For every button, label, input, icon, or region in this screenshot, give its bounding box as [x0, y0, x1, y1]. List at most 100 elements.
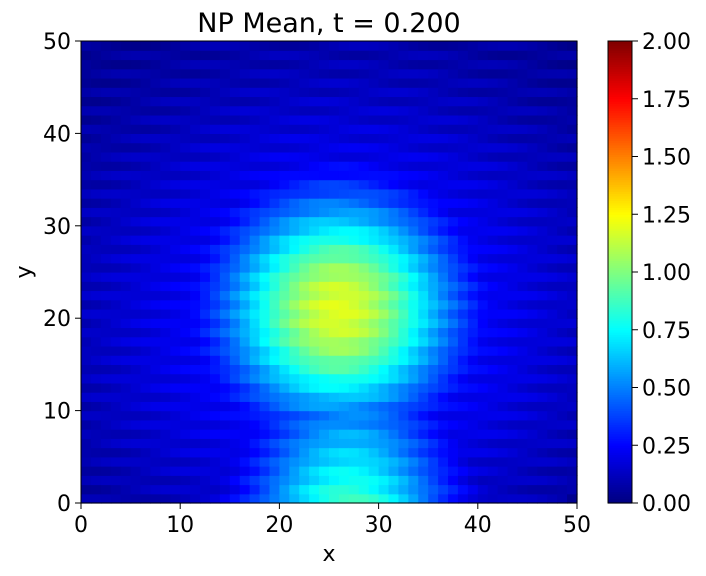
- heatmap-cell: [209, 308, 221, 319]
- heatmap-cell: [100, 179, 112, 190]
- heatmap-cell: [398, 447, 409, 458]
- heatmap-cell: [557, 105, 568, 116]
- colorbar-segment: [608, 59, 632, 63]
- heatmap-cell: [487, 87, 499, 98]
- heatmap-cell: [537, 96, 548, 107]
- colorbar-segment: [608, 110, 632, 114]
- x-tick-label: 40: [464, 513, 492, 538]
- heatmap-cell: [428, 272, 439, 282]
- heatmap-cell: [120, 170, 132, 181]
- heatmap-cell: [289, 96, 300, 107]
- heatmap-cell: [438, 225, 449, 236]
- heatmap-cell: [299, 124, 310, 134]
- heatmap-cell: [428, 456, 439, 467]
- heatmap-cell: [557, 170, 568, 181]
- heatmap-cell: [368, 124, 380, 134]
- heatmap-cell: [338, 401, 350, 412]
- heatmap-cell: [299, 466, 310, 476]
- heatmap-cell: [100, 124, 112, 134]
- heatmap-cell: [418, 68, 429, 79]
- heatmap-cell: [378, 225, 390, 236]
- heatmap-cell: [100, 244, 112, 255]
- heatmap-cell: [319, 216, 330, 227]
- heatmap-cell: [289, 438, 300, 449]
- heatmap-cell: [309, 87, 320, 98]
- heatmap-cell: [289, 429, 300, 439]
- heatmap-cell: [239, 262, 251, 273]
- heatmap-cell: [329, 419, 340, 430]
- heatmap-cell: [170, 355, 181, 365]
- heatmap-cell: [517, 253, 528, 264]
- colorbar-segment: [608, 348, 632, 352]
- y-tick-label: 50: [43, 30, 71, 55]
- heatmap-cell: [477, 216, 489, 227]
- heatmap-cell: [299, 392, 310, 402]
- heatmap-cell: [160, 59, 171, 70]
- heatmap-cell: [289, 345, 300, 356]
- heatmap-cell: [507, 345, 519, 356]
- heatmap-cell: [428, 170, 439, 181]
- heatmap-cell: [438, 392, 449, 402]
- heatmap-cell: [200, 207, 211, 218]
- heatmap-cell: [269, 318, 280, 329]
- heatmap-cell: [259, 198, 271, 208]
- heatmap-cell: [130, 401, 142, 412]
- heatmap-cell: [100, 364, 112, 375]
- heatmap-cell: [81, 188, 92, 199]
- heatmap-cell: [319, 392, 330, 402]
- heatmap-cell: [120, 235, 132, 245]
- heatmap-cell: [517, 225, 528, 236]
- heatmap-cell: [348, 373, 360, 384]
- heatmap-cell: [448, 77, 459, 88]
- heatmap-cell: [527, 235, 538, 245]
- heatmap-cell: [408, 198, 419, 208]
- heatmap-cell: [368, 493, 380, 504]
- heatmap-cell: [239, 59, 251, 70]
- heatmap-cell: [81, 133, 92, 144]
- heatmap-cell: [289, 281, 300, 292]
- heatmap-cell: [567, 41, 578, 51]
- heatmap-cell: [557, 225, 568, 236]
- heatmap-cell: [537, 401, 548, 412]
- heatmap-cell: [120, 87, 132, 98]
- heatmap-cell: [259, 475, 271, 486]
- heatmap-cell: [229, 96, 241, 107]
- heatmap-cell: [180, 373, 191, 384]
- heatmap-cell: [418, 299, 429, 310]
- colorbar-segment: [608, 272, 632, 275]
- heatmap-cell: [120, 429, 132, 439]
- heatmap-cell: [428, 419, 439, 430]
- heatmap-cell: [477, 96, 489, 107]
- heatmap-cell: [527, 493, 538, 504]
- heatmap-cell: [418, 493, 429, 504]
- heatmap-cell: [398, 318, 409, 329]
- heatmap-cell: [319, 133, 330, 144]
- heatmap-cell: [319, 290, 330, 301]
- heatmap-cell: [209, 216, 221, 227]
- heatmap-cell: [507, 336, 519, 347]
- heatmap-cell: [81, 410, 92, 421]
- heatmap-cell: [438, 142, 449, 153]
- heatmap-cell: [448, 401, 459, 412]
- heatmap-cell: [209, 87, 221, 98]
- heatmap-cell: [448, 59, 459, 70]
- heatmap-cell: [338, 188, 350, 199]
- heatmap-cell: [567, 456, 578, 467]
- heatmap-cell: [229, 253, 241, 264]
- heatmap-cell: [130, 447, 142, 458]
- heatmap-cell: [467, 170, 479, 181]
- heatmap-cell: [547, 318, 558, 329]
- heatmap-cell: [507, 207, 519, 218]
- heatmap-cell: [219, 170, 231, 181]
- heatmap-cell: [319, 96, 330, 107]
- heatmap-cell: [457, 216, 469, 227]
- heatmap-cell: [170, 429, 181, 439]
- heatmap-cell: [249, 50, 261, 61]
- heatmap-cell: [130, 50, 142, 61]
- colorbar-segment: [608, 214, 632, 218]
- heatmap-cell: [90, 151, 102, 162]
- heatmap-cell: [200, 466, 211, 476]
- heatmap-cell: [418, 373, 429, 384]
- heatmap-cell: [319, 41, 330, 51]
- heatmap-cell: [259, 68, 271, 79]
